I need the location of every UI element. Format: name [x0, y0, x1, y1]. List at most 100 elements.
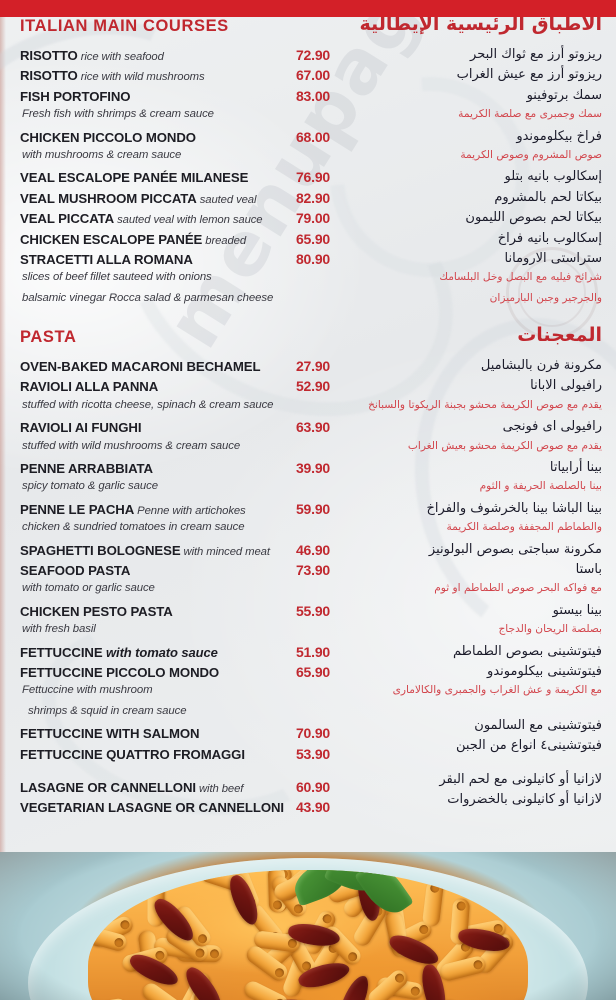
arabic-item-description: بينا بالصلصة الحريفة و الثوم — [479, 480, 602, 493]
arabic-item-description: سمك وجمبرى مع صلصة الكريمة — [458, 108, 602, 121]
item-price: 51.90 — [295, 643, 330, 660]
arabic-item-name: فراخ بيكلوموندو — [516, 128, 602, 144]
arabic-item-name: فيتوتشينى٤ انواع من الجبن — [455, 738, 602, 754]
menu-item-row: OVEN-BAKED MACARONI BECHAMEL 27.90 — [0, 358, 340, 378]
pasta-photo — [0, 852, 616, 1000]
menu-item-row: PENNE LE PACHA Penne with artichokes 59.9… — [0, 501, 340, 521]
arabic-item-description: والطماطم المجففة وصلصة الكريمة — [446, 521, 602, 534]
menu-item-row: VEAL ESCALOPE PANÉE MILANESE 76.90 — [0, 169, 340, 189]
item-price: 52.90 — [295, 378, 330, 395]
item-description: Fettuccine with mushroom — [22, 684, 153, 697]
item-price: 60.90 — [295, 778, 330, 795]
item-name: RISOTTO — [20, 48, 78, 63]
item-subtitle: Penne with artichokes — [134, 504, 246, 517]
item-subtitle: rice with seafood — [77, 51, 164, 63]
menu-item-row: SPAGHETTI BOLOGNESE with minced meat 46.9… — [0, 542, 340, 562]
item-price: 79.00 — [295, 210, 330, 227]
arabic-item-name: بينا أرابياتا — [549, 460, 602, 476]
item-price: 53.90 — [295, 745, 330, 762]
section-heading-ar: المعجنات — [517, 324, 602, 347]
item-name: LASAGNE OR CANNELLONI — [20, 779, 196, 795]
arabic-item-name: ريزوتو أرز مع عيش الغراب — [456, 67, 602, 83]
item-price: 82.90 — [295, 189, 330, 206]
item-name: CHICKEN PICCOLO MONDO — [20, 129, 196, 145]
item-name: VEAL PICCATA — [20, 211, 115, 227]
menu-item-row: CHICKEN ESCALOPE PANÉE breaded 65.90 — [0, 231, 340, 251]
arabic-item-description: شرائح فيليه مع البصل وخل البلسامك — [439, 271, 602, 284]
menu-item-row: CHICKEN PESTO PASTA 55.90 — [0, 603, 340, 623]
arabic-item-name: بينا بيستو — [552, 602, 602, 618]
item-name: FETTUCCINE QUATTRO FROMAGGI — [20, 746, 245, 762]
penne-piece — [422, 880, 445, 928]
arabic-item-name: سمك برتوفينو — [526, 87, 602, 103]
arabic-item-name: فيتوتشينى مع السالمون — [474, 717, 602, 733]
spacer — [340, 705, 616, 718]
item-subtitle: rice with wild mushrooms — [77, 71, 205, 84]
item-name: VEGETARIAN LASAGNE OR CANNELLONI — [20, 800, 284, 816]
item-name: FETTUCCINE — [20, 644, 103, 660]
arabic-item-name: بيكاتا لحم بالمشروم — [494, 189, 602, 205]
arabic-item-name: مكرونة فرن بالبشاميل — [480, 358, 602, 374]
item-name: OVEN-BAKED MACARONI BECHAMEL — [20, 359, 261, 375]
item-description: with mushrooms & cream sauce — [22, 148, 182, 161]
item-name: FETTUCCINE PICCOLO MONDO — [20, 664, 220, 680]
item-name: RISOTTO — [20, 68, 78, 84]
item-description: chicken & sundried tomatoes in cream sau… — [22, 521, 245, 534]
item-name: CHICKEN PESTO PASTA — [20, 603, 173, 619]
section-heading-en: ITALIAN MAIN COURSES — [20, 17, 229, 35]
item-description: stuffed with ricotta cheese, spinach & c… — [22, 398, 274, 411]
item-price: 68.00 — [295, 128, 330, 145]
arabic-item-name: فيتوتشينى بيكلوموندو — [487, 663, 602, 679]
section-heading-ar: الأطباق الرئيسية الإيطالية — [359, 17, 602, 35]
menu-item-row: VEAL MUSHROOM PICCATA sauted veal 82.90 — [0, 190, 340, 210]
arabic-item-description: صوص المشروم وصوص الكريمة — [460, 148, 602, 161]
menu-item-row: FISH PORTOFINO 83.00 — [0, 88, 340, 108]
item-subtitle: with beef — [195, 782, 244, 795]
menu-item-row: RAVIOLI AI FUNGHI 63.90 — [0, 419, 340, 439]
item-price: 27.90 — [295, 358, 330, 375]
english-column: ITALIAN MAIN COURSES RISOTTO rice with se… — [0, 17, 340, 820]
arabic-item-description: والجرجير وجبن البارميزان — [489, 291, 602, 304]
item-description: with tomato or garlic sauce — [22, 582, 155, 595]
item-name: PENNE ARRABBIATA — [20, 461, 153, 477]
section-heading-pasta: PASTA — [0, 328, 340, 358]
item-subtitle: sauted veal — [196, 193, 257, 206]
menu-item-row: SEAFOOD PASTA 73.90 — [0, 562, 340, 582]
menu-item-row: FETTUCCINE QUATTRO FROMAGGI 53.90 — [0, 746, 340, 766]
arabic-item-name: ريزوتو أرز مع ثواك البحر — [470, 47, 602, 62]
item-price: 73.90 — [295, 561, 330, 578]
menu-item-row: LASAGNE OR CANNELLONI with beef 60.90 — [0, 779, 340, 799]
arabic-item-name: بيكاتا لحم بصوص الليمون — [465, 210, 602, 226]
section-heading-ar-wrap-pasta: المعجنات — [340, 324, 616, 358]
spacer — [0, 766, 340, 779]
top-red-banner — [0, 0, 616, 20]
item-name: VEAL MUSHROOM PICCATA — [20, 190, 197, 206]
item-price: 59.90 — [295, 500, 330, 517]
menu-body: menupages ITALIAN MAIN COURSES RISOTTO ri… — [0, 17, 616, 852]
item-description: Fresh fish with shrimps & cream sauce — [22, 108, 214, 121]
menu-item-row: PENNE ARRABBIATA 39.90 — [0, 460, 340, 480]
item-price: 83.00 — [295, 87, 330, 104]
item-name: RAVIOLI ALLA PANNA — [20, 379, 159, 395]
item-name: FETTUCCINE WITH SALMON — [20, 726, 200, 742]
arabic-item-description: يقدم مع صوص الكريمة محشو بجبنة الريكوتا … — [368, 398, 602, 411]
item-name: SEAFOOD PASTA — [20, 562, 131, 578]
item-price: 39.90 — [295, 460, 330, 477]
menu-item-row: RISOTTO rice with wild mushrooms 67.00 — [0, 67, 340, 87]
item-description: stuffed with wild mushrooms & cream sauc… — [22, 439, 241, 452]
menu-item-row: RAVIOLI ALLA PANNA 52.90 — [0, 378, 340, 398]
item-subtitle: breaded — [202, 234, 247, 247]
arabic-item-description: مع فواكه البحر صوص الطماطم او ثوم — [434, 582, 602, 595]
item-price: 55.90 — [295, 602, 330, 619]
item-name: CHICKEN ESCALOPE PANÉE — [20, 231, 203, 247]
arabic-item-name: لازانيا أو كانيلونى مع لحم البقر — [439, 771, 602, 787]
arabic-item-description: بصلصة الريحان والدجاج — [498, 623, 602, 636]
item-price: 67.00 — [295, 67, 330, 84]
item-name: SPAGHETTI BOLOGNESE — [20, 542, 181, 558]
item-price: 43.90 — [295, 799, 330, 816]
section-heading-en: PASTA — [20, 328, 77, 347]
arabic-item-name: إسكالوب بانيه فراخ — [497, 230, 602, 246]
arabic-item-description: يقدم مع صوص الكريمة محشو بعيش الغراب — [407, 439, 602, 452]
item-subtitle: with tomato sauce — [102, 644, 218, 660]
arabic-item-name: رافيولى اى فونجى — [502, 419, 602, 435]
